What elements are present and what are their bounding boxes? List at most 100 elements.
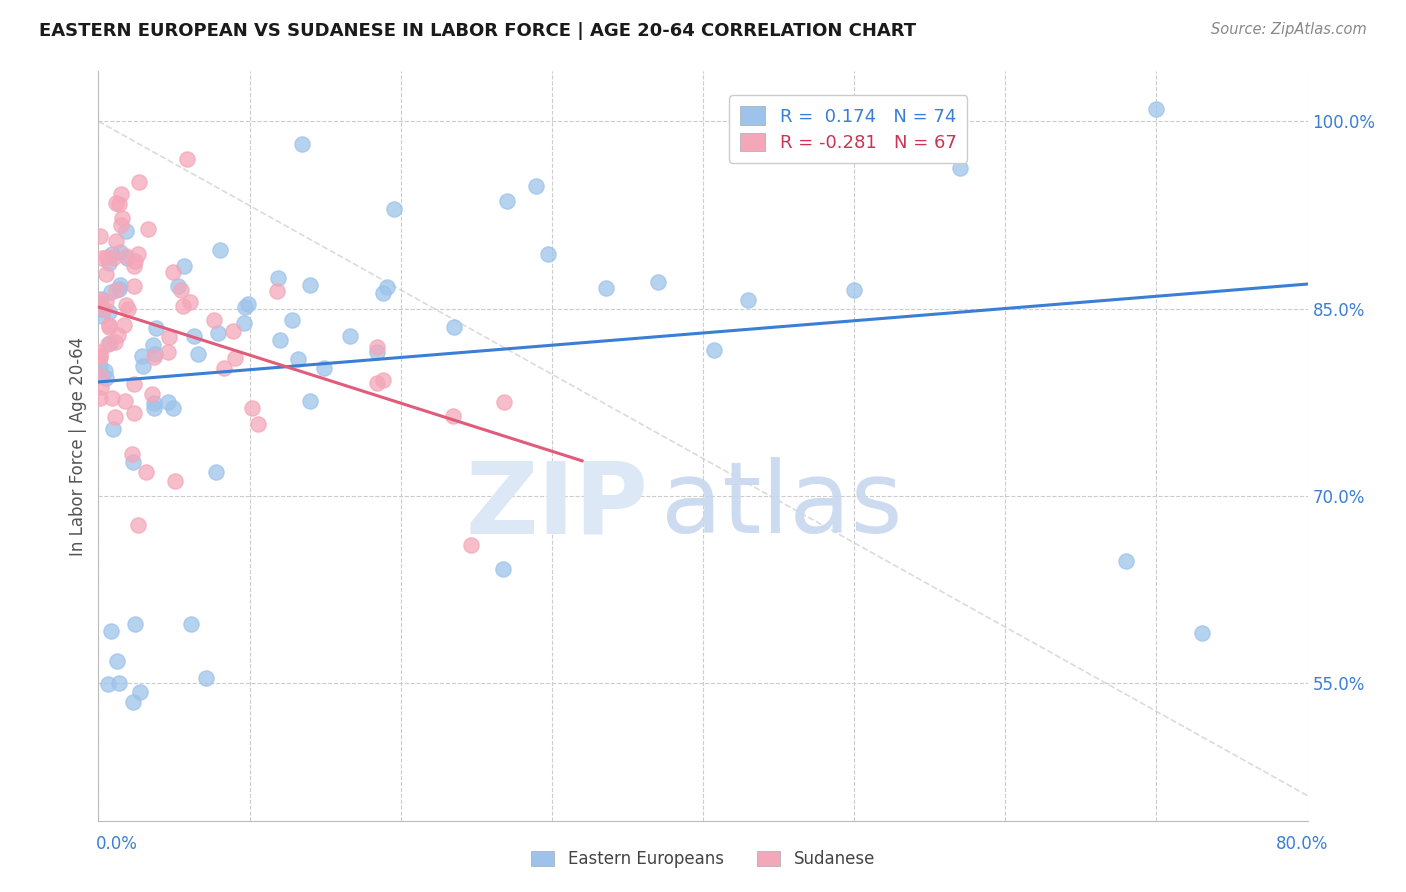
Point <box>98 318 121 332</box>
Point <box>233 300 256 314</box>
Point <box>142 337 165 351</box>
Point <box>236 297 259 311</box>
Point <box>167 279 190 293</box>
Point <box>89 350 111 364</box>
Point <box>114 394 136 409</box>
Point <box>91 309 114 323</box>
Point <box>172 299 194 313</box>
Point <box>287 351 309 366</box>
Point <box>97 320 120 334</box>
Point <box>90 292 112 306</box>
Point <box>366 344 388 359</box>
Point <box>298 277 321 292</box>
Point <box>124 279 146 293</box>
Point <box>100 285 122 300</box>
Point <box>122 695 145 709</box>
Legend: R =  0.174   N = 74, R = -0.281   N = 67: R = 0.174 N = 74, R = -0.281 N = 67 <box>728 95 967 163</box>
Point <box>269 333 291 347</box>
Point <box>124 376 146 391</box>
Point <box>104 409 127 424</box>
Point <box>157 394 180 409</box>
Point <box>187 346 209 360</box>
Point <box>127 518 149 533</box>
Point <box>143 347 166 361</box>
Point <box>101 251 124 265</box>
Point <box>93 364 115 378</box>
Point <box>281 312 304 326</box>
Point <box>108 282 131 296</box>
Point <box>112 318 135 333</box>
Point <box>111 211 134 225</box>
Point <box>366 340 388 354</box>
Point <box>105 283 128 297</box>
Point <box>291 137 314 152</box>
Point <box>115 223 138 237</box>
Point <box>110 186 132 201</box>
Point <box>110 218 132 232</box>
Point <box>492 562 515 576</box>
Point <box>108 676 131 690</box>
Point <box>366 376 388 391</box>
Point <box>299 394 322 409</box>
Point <box>703 343 725 357</box>
Point <box>460 538 482 552</box>
Point <box>179 294 201 309</box>
Point <box>132 359 155 373</box>
Point <box>89 229 111 244</box>
Point <box>142 401 165 415</box>
Text: Source: ZipAtlas.com: Source: ZipAtlas.com <box>1211 22 1367 37</box>
Point <box>232 316 254 330</box>
Point <box>224 351 246 365</box>
Point <box>89 392 111 406</box>
Point <box>104 335 127 350</box>
Point <box>1191 626 1213 640</box>
Point <box>737 293 759 307</box>
Point <box>131 349 153 363</box>
Point <box>122 260 145 274</box>
Point <box>110 278 132 293</box>
Point <box>205 465 228 479</box>
Point <box>142 351 165 365</box>
Point <box>1144 102 1167 116</box>
Point <box>222 324 245 338</box>
Point <box>89 345 111 359</box>
Point <box>441 409 464 423</box>
Point <box>375 280 398 294</box>
Point <box>117 301 139 316</box>
Point <box>100 624 122 639</box>
Point <box>145 321 167 335</box>
Point <box>89 349 111 363</box>
Point <box>97 305 120 319</box>
Point <box>89 369 111 384</box>
Point <box>266 284 288 298</box>
Point <box>98 336 121 351</box>
Point <box>208 244 231 258</box>
Point <box>162 264 184 278</box>
Point <box>524 179 547 194</box>
Point <box>844 283 866 297</box>
Point <box>115 249 138 263</box>
Point <box>143 395 166 409</box>
Point <box>121 447 143 461</box>
Point <box>124 617 146 632</box>
Point <box>170 283 193 297</box>
Point <box>949 161 972 175</box>
Point <box>97 337 120 351</box>
Point <box>141 386 163 401</box>
Point <box>138 221 160 235</box>
Point <box>162 401 184 416</box>
Point <box>183 329 205 343</box>
Point <box>101 422 124 436</box>
Point <box>94 294 117 309</box>
Point <box>195 671 218 685</box>
Point <box>105 654 128 668</box>
Point <box>202 313 225 327</box>
Point <box>176 152 198 166</box>
Point <box>128 175 150 189</box>
Point <box>110 245 132 260</box>
Point <box>240 401 263 415</box>
Point <box>115 252 138 266</box>
Point <box>128 685 150 699</box>
Point <box>89 293 111 307</box>
Point <box>97 256 120 270</box>
